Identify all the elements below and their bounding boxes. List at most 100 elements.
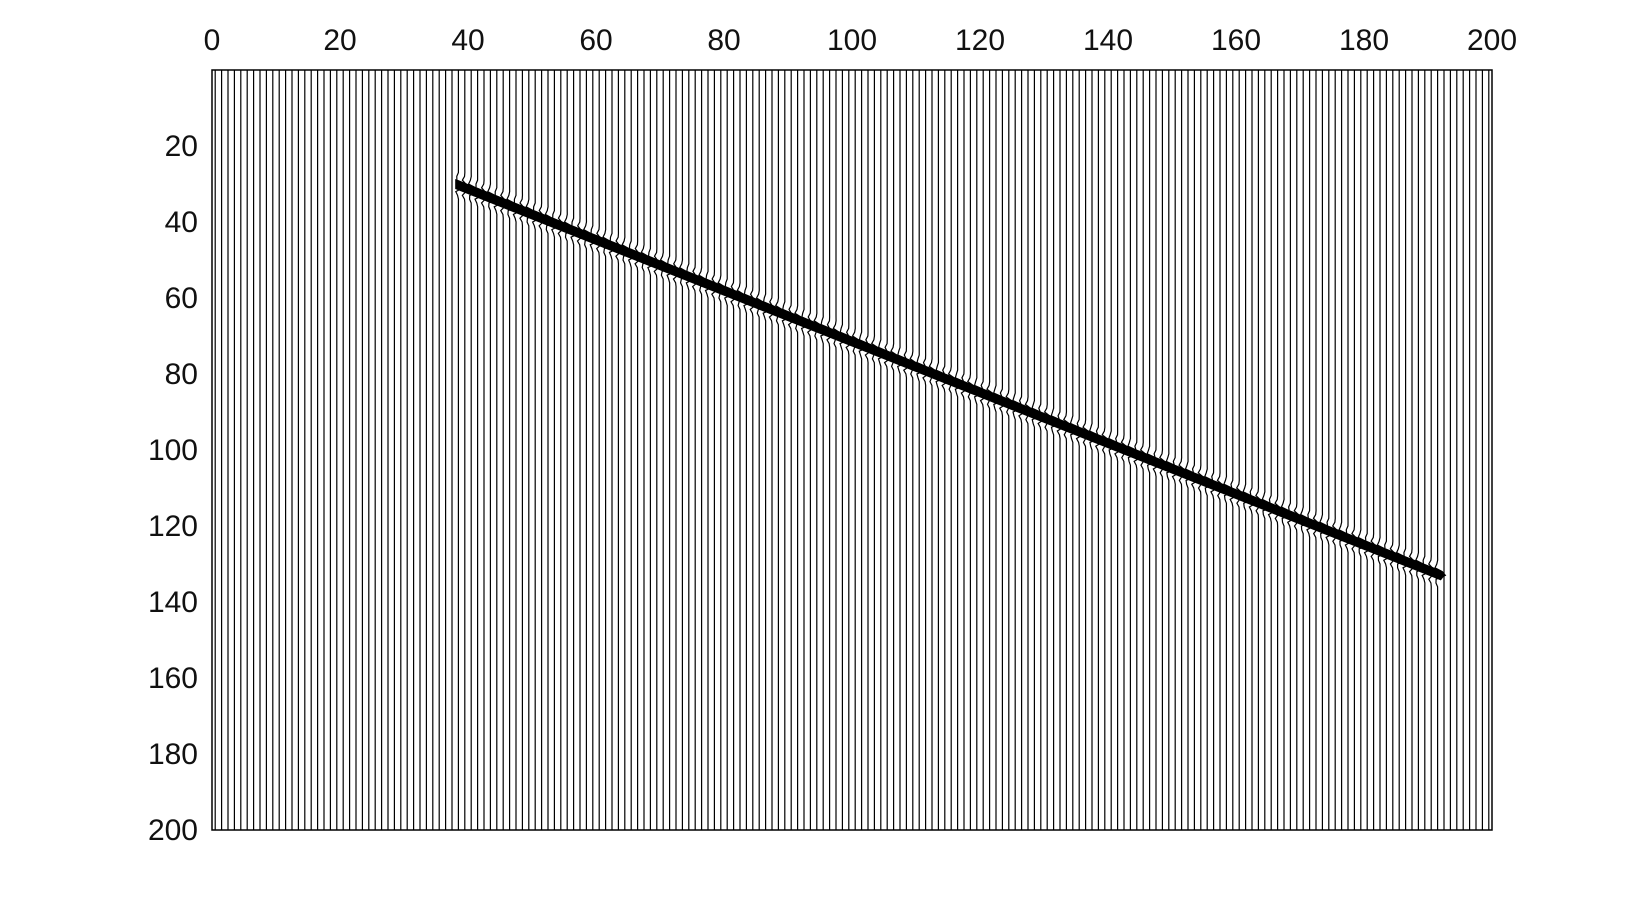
trace-78 [704, 70, 716, 830]
trace-125 [1005, 70, 1019, 830]
trace-155 [1197, 70, 1212, 830]
trace-188 [1408, 70, 1423, 830]
trace-177 [1338, 70, 1351, 830]
trace-88 [768, 70, 783, 830]
trace-104 [870, 70, 885, 830]
trace-166 [1267, 70, 1281, 830]
trace-76 [691, 70, 706, 830]
trace-68 [640, 70, 654, 830]
trace-169 [1286, 70, 1300, 830]
trace-191 [1428, 70, 1442, 830]
trace-101 [851, 70, 865, 830]
plot-frame [211, 69, 1493, 831]
traces-layer [214, 70, 1490, 830]
trace-181 [1363, 70, 1377, 830]
trace-146 [1139, 70, 1154, 830]
x-tick-label-160: 160 [1211, 24, 1261, 57]
trace-110 [909, 70, 923, 830]
trace-72 [666, 70, 678, 830]
trace-60 [589, 70, 602, 830]
trace-54 [551, 70, 563, 830]
trace-140 [1101, 70, 1115, 830]
trace-153 [1184, 70, 1196, 830]
y-tick-label-100: 100 [148, 434, 198, 467]
trace-172 [1306, 70, 1319, 830]
trace-55 [557, 70, 572, 830]
trace-84 [743, 70, 755, 830]
y-tick-label-140: 140 [148, 586, 198, 619]
trace-139 [1094, 70, 1109, 830]
trace-83 [736, 70, 750, 830]
trace-93 [800, 70, 812, 830]
trace-152 [1178, 70, 1192, 830]
trace-73 [672, 70, 687, 830]
trace-52 [538, 70, 552, 830]
trace-66 [627, 70, 640, 830]
trace-97 [826, 70, 840, 830]
trace-112 [922, 70, 936, 830]
trace-150 [1165, 70, 1177, 830]
trace-190 [1421, 70, 1434, 830]
x-tick-label-20: 20 [323, 24, 356, 57]
trace-178 [1344, 70, 1358, 830]
trace-80 [717, 70, 731, 830]
trace-106 [883, 70, 898, 830]
trace-100 [845, 70, 859, 830]
x-tick-label-0: 0 [204, 24, 221, 57]
event-layer [455, 179, 1445, 581]
trace-131 [1043, 70, 1058, 830]
trace-134 [1063, 70, 1077, 830]
trace-75 [685, 70, 697, 830]
trace-121 [979, 70, 994, 830]
trace-116 [947, 70, 962, 830]
trace-135 [1069, 70, 1081, 830]
trace-138 [1088, 70, 1100, 830]
trace-123 [992, 70, 1004, 830]
trace-122 [986, 70, 1000, 830]
trace-189 [1415, 70, 1428, 830]
trace-157 [1210, 70, 1223, 830]
trace-102 [858, 70, 869, 830]
x-tick-label-180: 180 [1339, 24, 1389, 57]
x-tick-label-40: 40 [451, 24, 484, 57]
trace-48 [512, 70, 525, 830]
trace-161 [1235, 70, 1250, 830]
trace-183 [1376, 70, 1389, 830]
trace-184 [1382, 70, 1396, 830]
trace-111 [916, 70, 927, 830]
trace-103 [864, 70, 879, 830]
trace-187 [1402, 70, 1415, 830]
trace-171 [1299, 70, 1312, 830]
trace-53 [544, 70, 558, 830]
trace-186 [1395, 70, 1408, 830]
trace-92 [794, 70, 808, 830]
trace-51 [531, 70, 544, 830]
trace-156 [1203, 70, 1216, 830]
trace-81 [723, 70, 736, 830]
trace-175 [1325, 70, 1338, 830]
trace-147 [1146, 70, 1158, 830]
trace-159 [1223, 70, 1235, 830]
y-axis-ticks: 20 40 60 80 100 120 140 160 180 200 [148, 130, 198, 847]
y-tick-label-120: 120 [148, 510, 198, 543]
trace-108 [896, 70, 908, 830]
trace-137 [1082, 70, 1096, 830]
trace-90 [781, 70, 793, 830]
trace-40 [461, 70, 476, 830]
trace-151 [1171, 70, 1185, 830]
trace-176 [1331, 70, 1346, 830]
trace-162 [1242, 70, 1254, 830]
trace-94 [807, 70, 821, 830]
trace-87 [762, 70, 774, 830]
trace-129 [1031, 70, 1042, 830]
trace-127 [1018, 70, 1032, 830]
trace-133 [1056, 70, 1070, 830]
trace-105 [877, 70, 889, 830]
trace-164 [1255, 70, 1269, 830]
trace-160 [1229, 70, 1243, 830]
trace-185 [1389, 70, 1404, 830]
trace-70 [653, 70, 668, 830]
trace-49 [519, 70, 533, 830]
trace-170 [1293, 70, 1308, 830]
